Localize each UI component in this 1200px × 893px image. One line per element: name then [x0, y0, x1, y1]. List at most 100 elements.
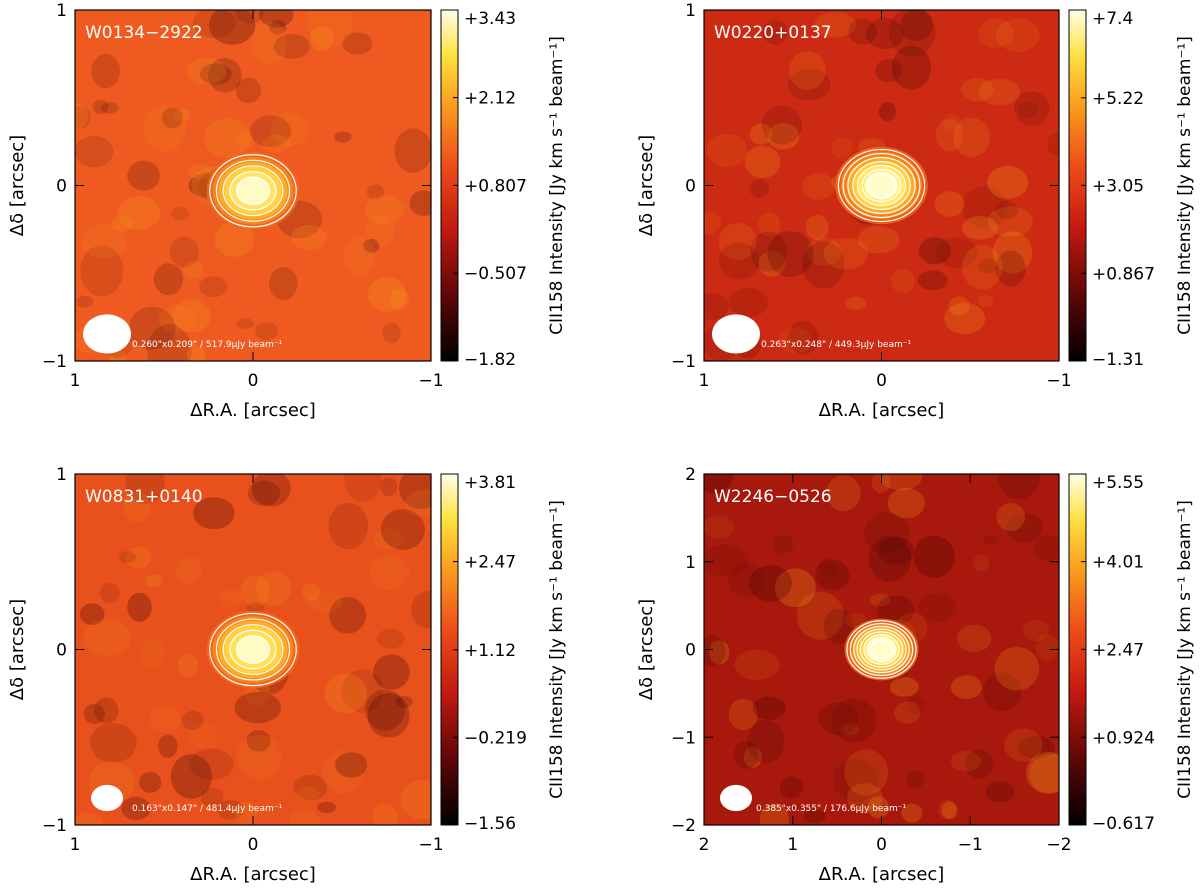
beam-label: 0.163"x0.147" / 481.4μJy beam⁻¹ — [132, 804, 283, 814]
noise-blob — [961, 77, 994, 102]
noise-blob — [789, 50, 826, 90]
y-tick-label: 0 — [685, 641, 696, 661]
noise-blob — [404, 489, 431, 518]
noise-blob — [704, 474, 733, 495]
noise-blob — [802, 241, 845, 289]
noise-blob — [747, 720, 785, 764]
colorbar-tick-label: +0.924 — [1092, 728, 1155, 748]
noise-blob — [889, 677, 919, 697]
noise-blob — [965, 749, 994, 779]
x-tick-label: 0 — [876, 835, 887, 855]
panel-title: W0134−2922 — [85, 23, 203, 43]
y-tick-label: −2 — [671, 816, 696, 836]
noise-blob — [894, 701, 921, 724]
noise-blob — [364, 195, 405, 225]
noise-blob — [953, 117, 990, 158]
noise-blob — [373, 654, 410, 690]
noise-blob — [186, 344, 206, 361]
noise-blob — [187, 163, 213, 180]
noise-blob — [328, 502, 369, 550]
noise-blob — [943, 114, 962, 131]
noise-blob — [801, 173, 836, 200]
noise-blob — [728, 563, 765, 598]
noise-blob — [992, 231, 1033, 274]
noise-blob — [246, 602, 265, 614]
noise-blob — [269, 267, 298, 301]
noise-blob — [961, 216, 998, 240]
noise-blob — [1018, 736, 1056, 759]
noise-blob — [934, 191, 965, 217]
y-axis-label: Δδ [arcsec] — [7, 599, 28, 700]
panel-title: W0220+0137 — [714, 23, 832, 43]
noise-blob — [371, 803, 398, 825]
noise-blob — [779, 776, 804, 799]
noise-blob — [170, 754, 212, 799]
noise-blob — [251, 21, 288, 65]
noise-blob — [342, 236, 376, 276]
noise-blob — [158, 734, 178, 758]
noise-blob — [83, 703, 106, 725]
colorbar-tick-label: +7.4 — [1092, 9, 1133, 29]
noise-blob — [857, 226, 900, 254]
noise-blob — [995, 200, 1019, 220]
noise-blob — [749, 179, 770, 198]
noise-blob — [382, 322, 401, 344]
noise-blob — [994, 646, 1040, 691]
colorbar-tick-label: +3.05 — [1092, 176, 1144, 196]
noise-blob — [844, 296, 867, 310]
contour-line — [863, 634, 900, 665]
y-tick-label: 1 — [685, 553, 696, 573]
noise-blob — [177, 653, 199, 678]
noise-blob — [917, 270, 948, 291]
noise-blob — [772, 534, 794, 555]
noise-blob — [891, 269, 915, 294]
noise-blob — [247, 480, 281, 506]
noise-blob — [207, 58, 242, 93]
noise-blob — [744, 145, 781, 179]
noise-blob — [199, 63, 232, 85]
colorbar-label: CII158 Intensity [Jy km s⁻¹ beam⁻¹] — [547, 36, 567, 335]
noise-blob — [291, 224, 327, 250]
noise-blob — [259, 10, 294, 28]
noise-blob — [128, 306, 176, 350]
noise-blob — [936, 237, 978, 269]
noise-blob — [324, 673, 368, 714]
noise-blob — [138, 772, 162, 793]
noise-blob — [394, 128, 431, 173]
noise-blob — [341, 669, 384, 713]
noise-blob — [906, 770, 924, 789]
contour-line — [209, 154, 297, 228]
noise-blob — [733, 741, 759, 770]
noise-blob — [204, 118, 251, 158]
noise-blob — [75, 135, 114, 168]
contour-line — [861, 168, 902, 203]
noise-blob — [269, 20, 287, 35]
noise-blob — [704, 211, 722, 235]
colorbar-tick-label: −1.31 — [1092, 350, 1144, 370]
y-tick-label: −1 — [42, 352, 67, 372]
beam-ellipse — [83, 314, 131, 354]
panel-1: W0134−2922 0.260"x0.209" / 517.9μJy beam⁻… — [7, 1, 567, 421]
colorbar-tick-label: −0.219 — [464, 728, 527, 748]
noise-blob — [803, 809, 826, 824]
noise-blob — [91, 53, 121, 89]
colorbar-label: CII158 Intensity [Jy km s⁻¹ beam⁻¹] — [1175, 36, 1195, 335]
y-axis-label: Δδ [arcsec] — [636, 599, 657, 700]
noise-blob — [139, 640, 166, 668]
beam-label: 0.385"x0.355" / 176.6μJy beam⁻¹ — [756, 804, 907, 814]
noise-blob — [718, 242, 760, 280]
contour-line — [859, 631, 904, 668]
noise-blob — [877, 595, 915, 625]
x-tick-label: 1 — [70, 835, 81, 855]
noise-blob — [142, 104, 187, 152]
y-axis-label: Δδ [arcsec] — [7, 135, 28, 236]
beam-label: 0.260"x0.209" / 517.9μJy beam⁻¹ — [132, 340, 283, 350]
beam-label: 0.263"x0.248" / 449.3μJy beam⁻¹ — [761, 340, 912, 350]
noise-blob — [950, 675, 983, 700]
x-tick-label: −1 — [1046, 371, 1071, 391]
colorbar-tick-label: +3.43 — [464, 9, 516, 29]
noise-blob — [367, 692, 410, 738]
noise-blob — [255, 322, 279, 340]
noise-blob — [935, 118, 964, 152]
contour-line — [856, 164, 907, 207]
